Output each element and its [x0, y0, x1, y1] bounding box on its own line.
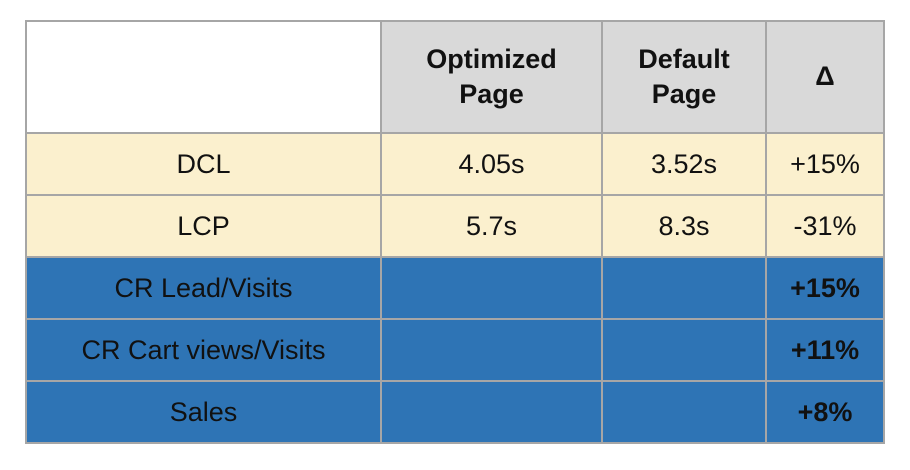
default-value [601, 318, 767, 382]
optimized-value: 4.05s [380, 132, 603, 196]
column-header-default-page: Default Page [601, 20, 767, 134]
optimized-value [380, 318, 603, 382]
metric-label: CR Lead/Visits [25, 256, 382, 320]
corner-cell [25, 20, 382, 134]
delta-value: +15% [765, 132, 885, 196]
metric-label: Sales [25, 380, 382, 444]
default-value [601, 380, 767, 444]
default-value: 8.3s [601, 194, 767, 258]
default-value: 3.52s [601, 132, 767, 196]
optimized-value [380, 380, 603, 444]
table-header-row: Optimized Page Default Page Δ [25, 20, 885, 134]
delta-value: +8% [765, 380, 885, 444]
table-row-sales: Sales +8% [25, 380, 885, 444]
table-row-cr-lead-visits: CR Lead/Visits +15% [25, 256, 885, 320]
delta-value: +11% [765, 318, 885, 382]
optimized-value [380, 256, 603, 320]
column-header-optimized-page: Optimized Page [380, 20, 603, 134]
default-value [601, 256, 767, 320]
comparison-table: Optimized Page Default Page Δ DCL 4.05s … [25, 20, 885, 444]
delta-value: +15% [765, 256, 885, 320]
metric-label: CR Cart views/Visits [25, 318, 382, 382]
metric-label: LCP [25, 194, 382, 258]
optimized-value: 5.7s [380, 194, 603, 258]
table-row-dcl: DCL 4.05s 3.52s +15% [25, 132, 885, 196]
delta-value: -31% [765, 194, 885, 258]
table-row-lcp: LCP 5.7s 8.3s -31% [25, 194, 885, 258]
column-header-delta: Δ [765, 20, 885, 134]
table-row-cr-cart-views-visits: CR Cart views/Visits +11% [25, 318, 885, 382]
metric-label: DCL [25, 132, 382, 196]
